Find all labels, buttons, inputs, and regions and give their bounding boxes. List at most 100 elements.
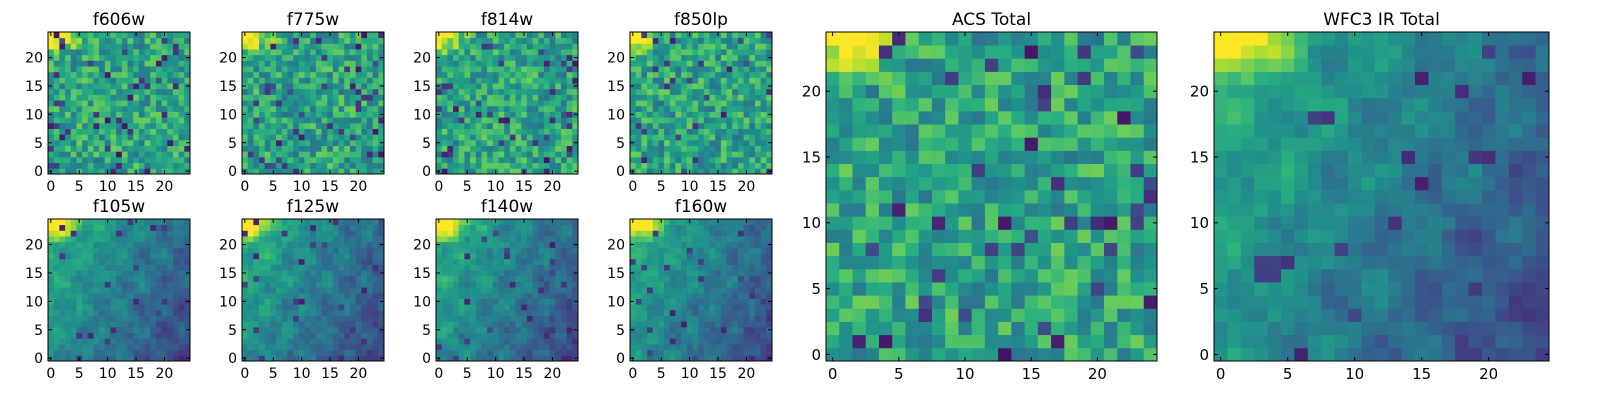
heatmap-cell: [293, 326, 300, 333]
heatmap-cell: [116, 134, 123, 141]
heatmap-cell: [509, 88, 516, 95]
heatmap-cell: [464, 349, 471, 356]
heatmap-cell: [155, 236, 162, 243]
heatmap-cell: [242, 292, 249, 299]
heatmap-cell: [321, 236, 328, 243]
heatmap-cell: [560, 321, 568, 328]
heatmap-cell: [304, 264, 311, 271]
heatmap-cell: [560, 343, 568, 351]
heatmap-cell: [172, 287, 180, 294]
heatmap-cell: [338, 315, 345, 322]
heatmap-cell: [332, 37, 339, 44]
heatmap-cell: [726, 43, 733, 50]
heatmap-cell: [647, 304, 654, 311]
heatmap-cell: [82, 60, 89, 67]
heatmap-cell: [509, 111, 516, 118]
heatmap-cell: [332, 77, 339, 84]
heatmap-cell: [93, 111, 100, 118]
heatmap-cell: [270, 145, 277, 152]
heatmap-cell: [110, 287, 117, 294]
heatmap-cell: [293, 253, 300, 260]
heatmap-cell: [532, 315, 539, 322]
heatmap-cell: [172, 32, 180, 39]
heatmap-cell: [344, 117, 351, 124]
heatmap-cell: [521, 236, 528, 243]
heatmap-cell: [99, 71, 106, 78]
heatmap-cell: [116, 162, 123, 169]
heatmap-cell: [555, 117, 562, 124]
heatmap-cell: [681, 304, 688, 311]
heatmap-cell: [532, 224, 539, 231]
heatmap-cell: [121, 292, 128, 299]
heatmap-cell: [543, 326, 550, 333]
panel-title: f850lp: [674, 10, 728, 30]
heatmap-cell: [59, 49, 66, 56]
heatmap-cell: [681, 77, 688, 84]
heatmap-cell: [698, 156, 705, 164]
heatmap-cell: [184, 349, 191, 356]
heatmap-cell: [110, 111, 117, 118]
heatmap-cell: [247, 43, 254, 50]
heatmap-cell: [155, 247, 162, 254]
heatmap-cell: [253, 83, 260, 90]
heatmap-cell: [658, 94, 665, 101]
heatmap-cell: [715, 49, 722, 56]
heatmap-cell: [464, 258, 471, 265]
y-tick-label: 5: [616, 136, 625, 152]
heatmap-cell: [259, 162, 266, 169]
heatmap-cell: [681, 298, 688, 305]
heatmap-cell: [332, 298, 339, 305]
heatmap-cell: [127, 224, 134, 231]
heatmap-cell: [155, 241, 162, 248]
heatmap-cell: [104, 54, 111, 61]
heatmap-cell: [492, 66, 499, 73]
heatmap-cell: [133, 145, 140, 152]
heatmap-cell: [652, 83, 659, 90]
heatmap-cell: [53, 168, 60, 175]
heatmap-cell: [453, 326, 460, 333]
heatmap-cell: [566, 111, 573, 118]
heatmap-cell: [172, 270, 180, 277]
heatmap-cell: [281, 224, 288, 231]
heatmap-cell: [470, 321, 477, 328]
heatmap-cell: [515, 162, 522, 169]
heatmap-cell: [692, 309, 699, 316]
heatmap-cell: [53, 343, 60, 351]
heatmap-cell: [737, 168, 744, 175]
heatmap-cell: [184, 122, 191, 129]
heatmap-cell: [475, 321, 482, 328]
heatmap-cell: [487, 270, 494, 277]
heatmap-cell: [760, 111, 767, 118]
heatmap-cell: [692, 355, 699, 362]
heatmap-cell: [184, 32, 191, 39]
heatmap-cell: [355, 88, 362, 95]
heatmap-cell: [630, 321, 637, 328]
heatmap-cell: [127, 343, 134, 351]
heatmap-cell: [509, 145, 516, 152]
heatmap-cell: [441, 321, 448, 328]
heatmap-cell: [732, 332, 739, 339]
heatmap-cell: [93, 338, 100, 345]
heatmap-cell: [349, 54, 356, 61]
heatmap-cell: [549, 247, 556, 254]
heatmap-cell: [315, 43, 322, 50]
heatmap-cell: [726, 100, 733, 107]
heatmap-cell: [155, 105, 162, 112]
heatmap-cell: [349, 326, 356, 333]
heatmap-cell: [321, 253, 328, 260]
heatmap-cell: [355, 151, 362, 158]
heatmap-cell: [664, 332, 671, 339]
heatmap-cell: [732, 298, 739, 305]
heatmap-cell: [167, 122, 174, 129]
heatmap-cell: [349, 315, 356, 322]
heatmap-cell: [121, 54, 128, 61]
heatmap-cell: [121, 100, 128, 107]
heatmap-cell: [304, 247, 311, 254]
heatmap-cell: [720, 145, 727, 152]
heatmap-cell: [270, 111, 277, 118]
heatmap-cell: [247, 343, 254, 351]
heatmap-cell: [766, 315, 773, 322]
heatmap-cell: [475, 236, 482, 243]
heatmap-cell: [304, 105, 311, 112]
heatmap-cell: [532, 88, 539, 95]
